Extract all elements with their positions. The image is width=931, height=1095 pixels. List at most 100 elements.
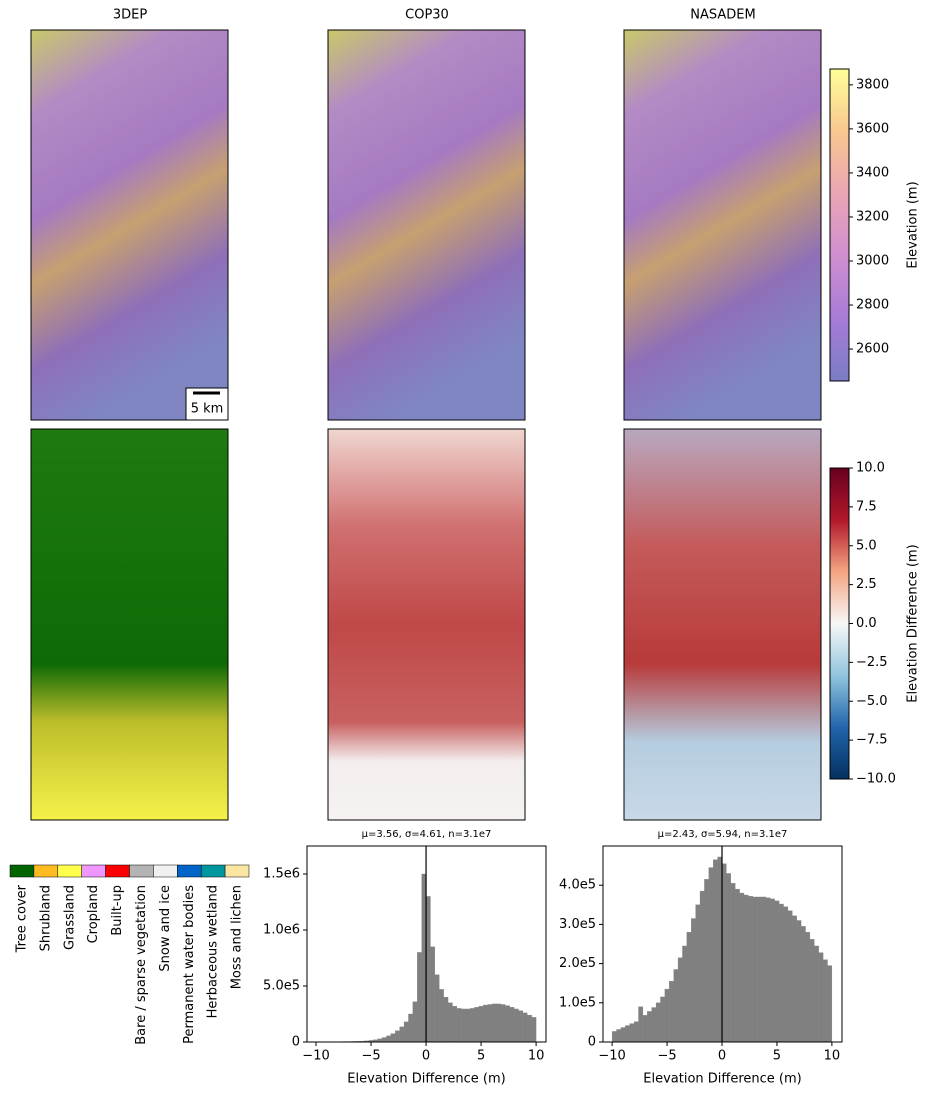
bar bbox=[748, 896, 753, 1043]
y-tick-label: 0 bbox=[292, 1035, 300, 1050]
legend-label: Built-up bbox=[110, 885, 125, 936]
bar bbox=[461, 1008, 466, 1043]
x-tick-label: −10 bbox=[302, 1049, 329, 1064]
x-tick-label: 10 bbox=[824, 1049, 841, 1064]
legend-swatch bbox=[200, 864, 226, 878]
bar bbox=[691, 918, 696, 1043]
bar bbox=[708, 867, 714, 1043]
legend-swatch bbox=[129, 864, 154, 878]
bar bbox=[796, 920, 802, 1043]
legend-swatch bbox=[33, 864, 59, 878]
bar bbox=[695, 904, 701, 1043]
legend-swatch bbox=[224, 864, 250, 878]
bar bbox=[625, 1025, 630, 1043]
bar bbox=[487, 1004, 493, 1043]
x-tick-label: 5 bbox=[773, 1049, 781, 1064]
legend-swatch bbox=[153, 864, 178, 878]
bar bbox=[765, 897, 771, 1043]
bar bbox=[783, 906, 789, 1043]
bar bbox=[735, 888, 740, 1043]
x-tick-label: −10 bbox=[598, 1049, 625, 1064]
bar bbox=[642, 1015, 648, 1043]
chart-title: μ=3.56, σ=4.61, n=3.1e7 bbox=[362, 829, 492, 840]
bar bbox=[620, 1027, 626, 1043]
tick-label: 5.0 bbox=[856, 538, 877, 553]
tick-label: −7.5 bbox=[856, 733, 888, 748]
bar bbox=[655, 1002, 661, 1043]
bar bbox=[726, 873, 731, 1043]
x-tick-label: 0 bbox=[718, 1049, 726, 1064]
tick-label: 3800 bbox=[856, 77, 889, 92]
maps: 5 km 3DEP COP30 NASADEM bbox=[30, 8, 822, 821]
bar bbox=[818, 952, 824, 1043]
bar bbox=[673, 969, 679, 1043]
tick-label: −2.5 bbox=[856, 655, 888, 670]
bar bbox=[686, 932, 692, 1043]
bar bbox=[774, 900, 780, 1043]
bar bbox=[386, 1035, 391, 1043]
bar bbox=[822, 959, 828, 1043]
colorbar bbox=[829, 68, 850, 382]
legend-swatch bbox=[81, 864, 106, 878]
map-cop30 bbox=[327, 29, 526, 421]
legend-label: Tree cover bbox=[14, 884, 29, 953]
map-nasadem-diff bbox=[623, 428, 822, 821]
tick-label: −10.0 bbox=[856, 772, 896, 787]
colorbar-label: Elevation (m) bbox=[906, 181, 921, 268]
bar bbox=[800, 926, 806, 1043]
bar bbox=[704, 879, 709, 1043]
y-tick-label: 4.0e5 bbox=[559, 878, 596, 893]
bar bbox=[496, 1003, 502, 1043]
bar bbox=[522, 1012, 528, 1043]
tick-label: −5.0 bbox=[856, 694, 888, 709]
legend-label: Shrubland bbox=[38, 885, 53, 951]
y-tick-label: 2.0e5 bbox=[559, 956, 596, 971]
bar bbox=[677, 957, 683, 1043]
bar bbox=[660, 996, 666, 1043]
bar bbox=[425, 896, 431, 1043]
bar bbox=[421, 873, 427, 1043]
bar bbox=[395, 1030, 400, 1043]
map-title: NASADEM bbox=[690, 8, 755, 23]
map-cop30-diff bbox=[327, 428, 526, 821]
x-tick-label: −5 bbox=[657, 1049, 676, 1064]
y-tick-label: 1.0e5 bbox=[559, 995, 596, 1010]
bar bbox=[505, 1005, 510, 1043]
map-title: COP30 bbox=[405, 8, 449, 23]
y-tick-label: 3.0e5 bbox=[559, 917, 596, 932]
tick-label: 2800 bbox=[856, 298, 889, 313]
bar bbox=[743, 894, 749, 1043]
bar bbox=[456, 1008, 462, 1043]
bar bbox=[434, 974, 440, 1043]
chart-title: μ=2.43, σ=5.94, n=3.1e7 bbox=[658, 829, 788, 840]
x-tick-label: 5 bbox=[477, 1049, 485, 1064]
bar bbox=[509, 1007, 515, 1043]
tick-label: 7.5 bbox=[856, 499, 877, 514]
tick-label: 3400 bbox=[856, 165, 889, 180]
bar bbox=[699, 890, 705, 1043]
bar bbox=[403, 1021, 409, 1043]
x-tick-label: 10 bbox=[528, 1049, 545, 1064]
bar bbox=[412, 1001, 418, 1043]
tick-label: 3000 bbox=[856, 254, 889, 269]
scale-bar-label: 5 km bbox=[191, 402, 224, 417]
legend-swatch bbox=[105, 864, 130, 878]
legend-swatch bbox=[9, 864, 35, 878]
map-landcover bbox=[30, 428, 229, 821]
bar bbox=[638, 1006, 644, 1043]
legend-label: Permanent water bodies bbox=[182, 885, 197, 1044]
legend-label: Grassland bbox=[62, 885, 77, 950]
bar bbox=[757, 896, 762, 1043]
bar bbox=[721, 863, 727, 1043]
bar bbox=[518, 1010, 524, 1043]
bar bbox=[469, 1008, 475, 1043]
bar bbox=[664, 988, 670, 1043]
y-tick-label: 5.0e5 bbox=[263, 979, 300, 994]
x-tick-label: −5 bbox=[361, 1049, 380, 1064]
map-title: 3DEP bbox=[113, 8, 147, 23]
bar bbox=[390, 1033, 396, 1043]
bar bbox=[778, 903, 784, 1043]
legend-label: Snow and ice bbox=[158, 885, 173, 972]
tick-label: 3200 bbox=[856, 209, 889, 224]
